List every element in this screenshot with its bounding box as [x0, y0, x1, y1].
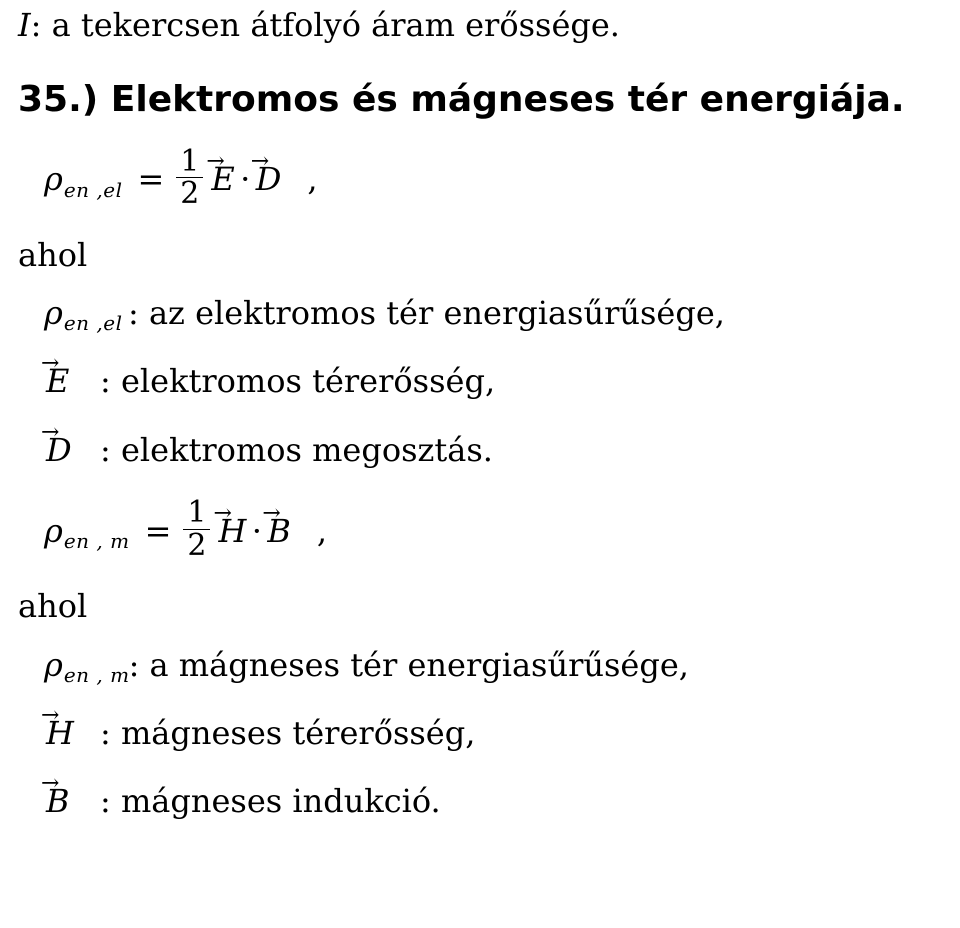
vector-arrow-icon: →: [206, 149, 222, 175]
rho-glyph: ρ: [44, 294, 63, 332]
def-D: → D : elektromos megosztás.: [44, 431, 942, 469]
def-text-rho-m: : a mágneses tér energiasűrűsége,: [129, 646, 689, 684]
fraction-num: 1: [183, 497, 210, 529]
vector-arrow-icon: →: [41, 703, 57, 729]
equation-magnetic-energy-density: ρen , m = 1 2 → H ⋅ → B ,: [44, 499, 942, 563]
fraction-den: 2: [176, 177, 203, 210]
symbol-rho-en-el-def: ρen ,el: [44, 294, 128, 332]
def-rho-en-m: ρen , m : a mágneses tér energiasűrűsége…: [44, 646, 942, 684]
vector-E: → E: [209, 160, 236, 198]
ahol-2: ahol: [18, 587, 942, 625]
vector-arrow-icon: →: [251, 149, 267, 175]
rho-glyph: ρ: [44, 512, 63, 550]
vector-arrow-icon: →: [41, 771, 57, 797]
page-root: I: a tekercsen átfolyó áram erőssége. 35…: [0, 0, 960, 831]
def-E: → E : elektromos térerősség,: [44, 362, 942, 400]
vector-arrow-icon: →: [41, 420, 57, 446]
symbol-vector-H: → H: [44, 714, 100, 752]
vector-arrow-icon: →: [41, 351, 57, 377]
def-text-E: : elektromos térerősség,: [100, 362, 495, 400]
def-text-H: : mágneses térerősség,: [100, 714, 475, 752]
symbol-rho-en-m: ρen , m: [44, 512, 129, 550]
symbol-rho-en-m-def: ρen , m: [44, 646, 129, 684]
vector-arrow-icon: →: [213, 501, 229, 527]
symbol-vector-E: → E: [44, 362, 100, 400]
vector-D: → D: [254, 160, 284, 198]
rho-glyph: ρ: [44, 646, 63, 684]
ahol-1: ahol: [18, 236, 942, 274]
fraction-den: 2: [183, 529, 210, 562]
equals-sign: =: [131, 160, 170, 198]
text-coil-current: : a tekercsen átfolyó áram erőssége.: [31, 6, 620, 44]
symbol-I: I: [18, 6, 31, 44]
trailing-comma: ,: [293, 512, 327, 550]
fraction-num: 1: [176, 146, 203, 178]
equals-sign: =: [139, 512, 178, 550]
rho-sub-enel: en ,el: [64, 178, 123, 202]
symbol-vector-B: → B: [44, 782, 100, 820]
def-B: → B : mágneses indukció.: [44, 782, 942, 820]
equation-electric-energy-density: ρen ,el = 1 2 → E ⋅ → D ,: [44, 148, 942, 212]
def-H: → H : mágneses térerősség,: [44, 714, 942, 752]
section-heading: 35.) Elektromos és mágneses tér energiáj…: [18, 78, 942, 121]
trailing-comma: ,: [283, 160, 317, 198]
symbol-rho-en-el: ρen ,el: [44, 160, 121, 198]
def-rho-en-el: ρen ,el : az elektromos tér energiasűrűs…: [44, 294, 942, 332]
rho-sub-enm: en , m: [64, 529, 130, 553]
def-text-rho-el: : az elektromos tér energiasűrűsége,: [128, 294, 725, 332]
vector-arrow-icon: →: [262, 501, 278, 527]
vector-B: → B: [265, 512, 293, 550]
rho-sub-enm: en , m: [64, 663, 130, 687]
line-coil-current: I: a tekercsen átfolyó áram erőssége.: [18, 6, 942, 44]
rho-sub-enel: en ,el: [64, 311, 123, 335]
fraction-half-1: 1 2: [176, 146, 203, 210]
fraction-half-2: 1 2: [183, 497, 210, 561]
def-text-D: : elektromos megosztás.: [100, 431, 493, 469]
def-text-B: : mágneses indukció.: [100, 782, 441, 820]
rho-glyph: ρ: [44, 160, 63, 198]
vector-H: → H: [216, 512, 248, 550]
symbol-vector-D: → D: [44, 431, 100, 469]
